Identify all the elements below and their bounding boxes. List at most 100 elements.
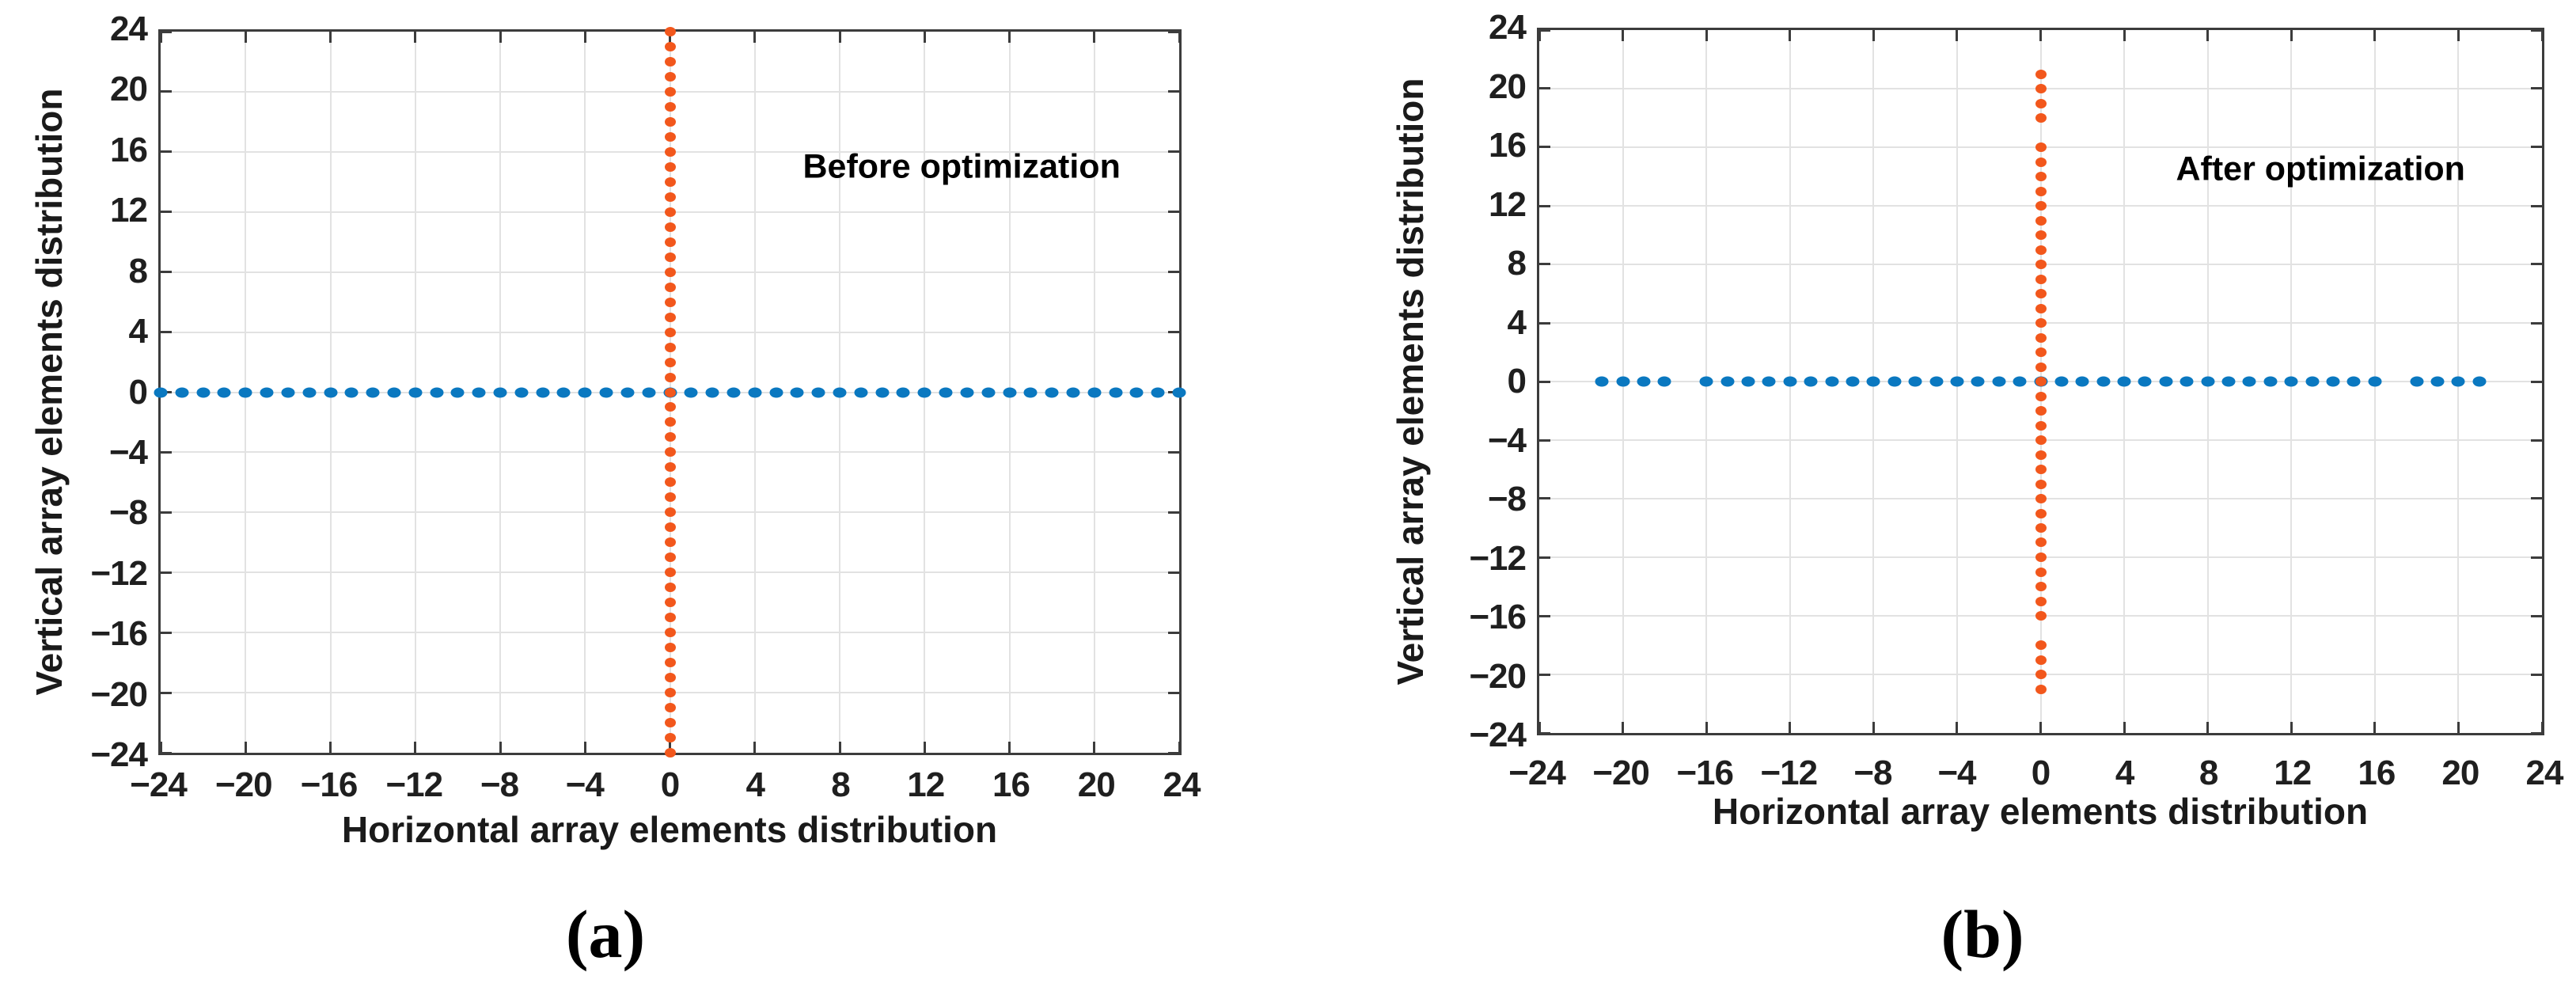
data-point: [664, 131, 676, 142]
data-point: [387, 387, 401, 397]
tick-mark: [1178, 32, 1181, 43]
data-point: [2035, 493, 2047, 503]
data-point: [2035, 537, 2047, 548]
tick-mark: [1168, 450, 1179, 454]
y-tick-label: 4: [1507, 302, 1527, 342]
tick-mark: [838, 32, 841, 43]
tick-mark: [161, 691, 172, 694]
data-point: [664, 86, 676, 97]
data-point: [450, 387, 465, 397]
tick-mark: [1705, 722, 1708, 733]
x-tick-label: −12: [385, 765, 443, 804]
y-tick-label: −12: [1469, 538, 1527, 578]
data-point: [854, 387, 868, 397]
tick-mark: [1872, 30, 1875, 41]
data-point: [664, 402, 676, 412]
data-point: [2263, 376, 2278, 387]
x-tick-label: 8: [831, 765, 851, 804]
tick-mark: [2531, 263, 2542, 266]
data-point: [664, 447, 676, 458]
plot-area-a: Before optimization: [154, 27, 1186, 757]
tick-mark: [1168, 691, 1179, 694]
y-tick-label: −16: [90, 614, 148, 654]
data-point: [2035, 98, 2047, 108]
data-point: [2035, 362, 2047, 372]
tick-mark: [2531, 87, 2542, 90]
data-point: [493, 387, 507, 397]
data-point: [2368, 376, 2382, 387]
data-point: [366, 387, 380, 397]
tick-mark: [1008, 742, 1011, 753]
data-point: [2035, 303, 2047, 313]
y-tick-label: −8: [108, 493, 148, 533]
data-point: [2035, 69, 2047, 79]
data-point: [1720, 376, 1735, 387]
tick-mark: [923, 742, 926, 753]
y-tick-label: −8: [1487, 480, 1527, 518]
data-point: [1087, 387, 1102, 397]
x-tick-label: 0: [660, 765, 681, 804]
tick-mark: [1789, 30, 1792, 41]
data-point: [664, 327, 676, 337]
data-point: [2035, 567, 2047, 577]
y-tick-label: −20: [1469, 656, 1527, 696]
x-axis-title: Horizontal array elements distribution: [1712, 791, 2369, 832]
tick-mark: [329, 742, 332, 753]
x-tick-label: −8: [480, 765, 519, 804]
data-point: [664, 718, 676, 728]
data-point: [2035, 318, 2047, 328]
data-point: [664, 222, 676, 232]
data-point: [2035, 113, 2047, 123]
data-point: [1762, 376, 1776, 387]
data-point: [664, 537, 676, 548]
data-point: [2472, 376, 2487, 387]
tick-mark: [2531, 321, 2542, 325]
data-point: [664, 207, 676, 217]
data-point: [664, 342, 676, 352]
data-point: [2430, 376, 2445, 387]
panel-caption-b: (b): [1941, 896, 2024, 972]
data-point: [642, 387, 656, 397]
data-point: [664, 703, 676, 713]
tick-mark: [2373, 30, 2377, 41]
tick-mark: [1539, 673, 1550, 676]
data-point: [1045, 387, 1059, 397]
tick-mark: [1539, 556, 1550, 559]
tick-mark: [2531, 146, 2542, 149]
data-point: [2035, 596, 2047, 606]
data-point: [1846, 376, 1860, 387]
data-point: [664, 116, 676, 127]
data-point: [664, 56, 676, 66]
data-point: [2035, 655, 2047, 665]
data-point: [1950, 376, 1964, 387]
data-point: [2035, 186, 2047, 196]
data-point: [578, 387, 592, 397]
x-tick-label: 16: [992, 765, 1030, 804]
data-point: [664, 598, 676, 608]
tick-mark: [923, 32, 926, 43]
data-point: [408, 387, 423, 397]
data-point: [748, 387, 762, 397]
data-point: [960, 387, 974, 397]
x-tick-label: −8: [1853, 754, 1892, 792]
tick-mark: [583, 32, 586, 43]
data-point: [664, 71, 676, 82]
data-point: [620, 387, 635, 397]
y-tick-label: 16: [110, 130, 148, 169]
y-tick-label: 12: [1489, 184, 1527, 224]
data-point: [2117, 376, 2131, 387]
x-axis-title: Horizontal array elements distribution: [341, 809, 998, 850]
x-tick-label: 0: [2031, 754, 2051, 792]
x-tick-label: 4: [745, 765, 766, 804]
data-point: [1595, 376, 1609, 387]
data-point: [2035, 274, 2047, 284]
data-point: [472, 387, 486, 397]
data-point: [811, 387, 825, 397]
data-point: [1003, 387, 1016, 397]
data-point: [664, 432, 676, 442]
data-point: [769, 387, 783, 397]
